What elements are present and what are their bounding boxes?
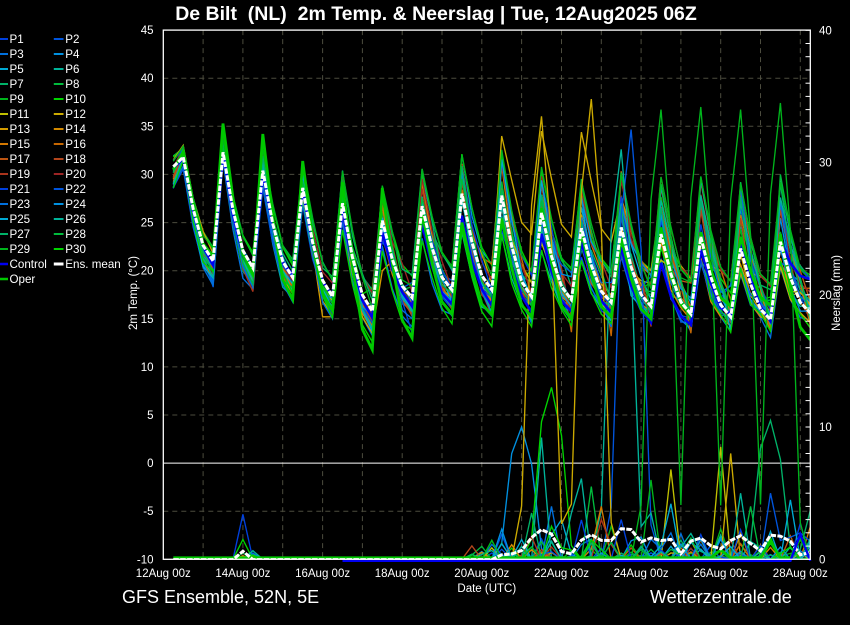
svg-text:20Aug 00z: 20Aug 00z — [454, 568, 509, 580]
svg-text:40: 40 — [819, 25, 832, 37]
svg-text:-5: -5 — [143, 506, 153, 518]
svg-text:P6: P6 — [65, 63, 79, 76]
svg-text:P29: P29 — [10, 243, 31, 256]
svg-text:0: 0 — [147, 458, 153, 470]
svg-text:P14: P14 — [65, 123, 86, 136]
svg-text:P30: P30 — [65, 243, 86, 256]
svg-text:28Aug 00z: 28Aug 00z — [773, 568, 828, 580]
svg-text:P22: P22 — [65, 183, 86, 196]
svg-text:P11: P11 — [10, 108, 30, 121]
svg-text:P17: P17 — [10, 153, 31, 166]
svg-text:26Aug 00z: 26Aug 00z — [693, 568, 748, 580]
svg-text:GFS Ensemble, 52N, 5E: GFS Ensemble, 52N, 5E — [122, 587, 319, 607]
svg-text:P9: P9 — [10, 93, 24, 106]
svg-text:0: 0 — [819, 554, 825, 566]
svg-text:5: 5 — [147, 410, 153, 422]
svg-text:P24: P24 — [65, 198, 86, 211]
svg-text:10: 10 — [141, 362, 154, 374]
svg-text:10: 10 — [819, 422, 832, 434]
svg-text:Wetterzentrale.de: Wetterzentrale.de — [650, 587, 792, 607]
svg-text:25: 25 — [141, 218, 154, 230]
svg-text:12Aug 00z: 12Aug 00z — [136, 568, 191, 580]
svg-text:P7: P7 — [10, 78, 24, 91]
svg-text:P27: P27 — [10, 228, 31, 241]
svg-text:P10: P10 — [65, 93, 86, 106]
svg-text:P28: P28 — [65, 228, 86, 241]
svg-text:P16: P16 — [65, 138, 86, 151]
svg-text:P12: P12 — [65, 108, 86, 121]
svg-text:P21: P21 — [10, 183, 31, 196]
svg-text:P15: P15 — [10, 138, 31, 151]
svg-text:Neerslag (mm): Neerslag (mm) — [831, 255, 843, 331]
svg-text:14Aug 00z: 14Aug 00z — [215, 568, 270, 580]
svg-text:22Aug 00z: 22Aug 00z — [534, 568, 589, 580]
svg-text:P25: P25 — [10, 213, 31, 226]
svg-text:P2: P2 — [65, 33, 79, 46]
svg-text:15: 15 — [141, 314, 154, 326]
svg-text:P3: P3 — [10, 48, 24, 61]
svg-text:-10: -10 — [137, 554, 154, 566]
svg-text:24Aug 00z: 24Aug 00z — [614, 568, 669, 580]
svg-text:35: 35 — [141, 121, 154, 133]
svg-text:2m Temp. (°C): 2m Temp. (°C) — [128, 256, 140, 330]
svg-text:P26: P26 — [65, 213, 86, 226]
svg-text:P13: P13 — [10, 123, 31, 136]
svg-text:40: 40 — [141, 73, 154, 85]
svg-text:18Aug 00z: 18Aug 00z — [375, 568, 430, 580]
svg-text:P4: P4 — [65, 48, 80, 61]
svg-text:P8: P8 — [65, 78, 79, 91]
svg-text:De Bilt (NL) 2m Temp. & Neer: De Bilt (NL) 2m Temp. & Neerslag | Tue, … — [175, 3, 697, 25]
svg-text:Oper: Oper — [10, 273, 36, 286]
svg-text:16Aug 00z: 16Aug 00z — [295, 568, 350, 580]
svg-text:P19: P19 — [10, 168, 31, 181]
svg-text:20: 20 — [141, 266, 154, 278]
svg-text:45: 45 — [141, 25, 154, 37]
svg-text:30: 30 — [819, 158, 832, 170]
svg-text:20: 20 — [819, 290, 832, 302]
svg-text:P20: P20 — [65, 168, 86, 181]
svg-text:Ens. mean: Ens. mean — [65, 258, 120, 271]
svg-text:P5: P5 — [10, 63, 24, 76]
svg-text:P1: P1 — [10, 33, 24, 46]
svg-text:P18: P18 — [65, 153, 86, 166]
svg-text:Date (UTC): Date (UTC) — [457, 583, 516, 595]
svg-text:30: 30 — [141, 169, 154, 181]
svg-text:Control: Control — [10, 258, 47, 271]
svg-text:P23: P23 — [10, 198, 31, 211]
